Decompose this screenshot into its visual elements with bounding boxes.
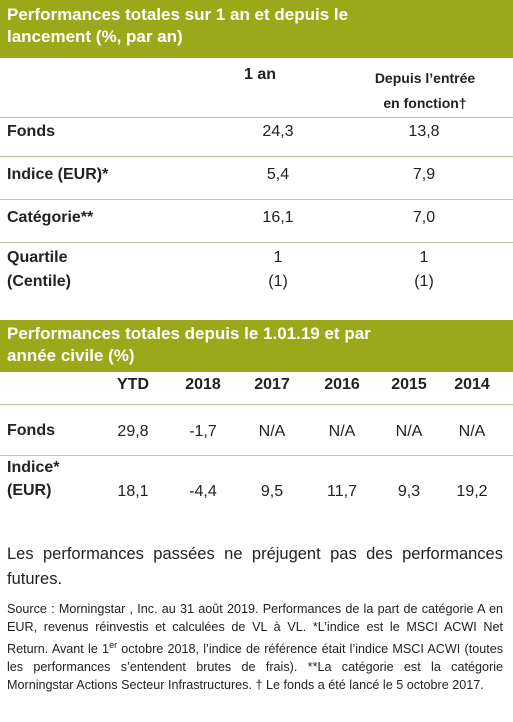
source-text-part2: octobre 2018, l’indice de référence étai…: [7, 642, 503, 693]
year-header: 2018: [185, 376, 221, 393]
row-value-1an: 24,3: [262, 123, 294, 140]
row-value-1an: 5,4: [266, 166, 290, 183]
table1-title-line2: lancement (%, par an): [7, 27, 183, 46]
source-superscript: er: [109, 640, 118, 650]
table2-title-band: Performances totales depuis le 1.01.19 e…: [0, 320, 513, 372]
year-value: 9,5: [260, 483, 284, 500]
row-value-depuis: 13,8: [408, 123, 440, 140]
divider: [0, 199, 513, 200]
row-label-line1: Indice*: [7, 459, 60, 476]
year-header: 2017: [254, 376, 290, 393]
col-header-depuis-line2: en fonction†: [383, 95, 467, 111]
year-header: 2014: [454, 376, 490, 393]
divider: [0, 404, 513, 405]
row-value-1an-line1: 1: [273, 249, 283, 266]
row-label: Fonds: [7, 422, 55, 439]
year-header: YTD: [117, 376, 149, 393]
row-label: Catégorie**: [7, 209, 94, 226]
year-header: 2016: [324, 376, 360, 393]
row-value-1an-line2: (1): [268, 273, 288, 290]
divider: [0, 117, 513, 118]
table2-title-line1: Performances totales depuis le 1.01.19 e…: [7, 324, 371, 343]
row-label: Indice (EUR)*: [7, 166, 109, 183]
row-label: Fonds: [7, 123, 55, 140]
row-label-line2: (EUR): [7, 482, 52, 499]
source-text-part1: Source : Morningstar , Inc. au 31 août 2…: [7, 602, 503, 657]
row-value-1an: 16,1: [262, 209, 294, 226]
source-note: Source : Morningstar , Inc. au 31 août 2…: [7, 600, 503, 694]
table2-title-line2: année civile (%): [7, 346, 135, 365]
col-header-depuis: Depuis l’entrée en fonction†: [355, 66, 495, 116]
year-value: 29,8: [117, 423, 149, 440]
col-header-depuis-line1: Depuis l’entrée: [374, 70, 476, 86]
row-value-depuis-line1: 1: [419, 249, 429, 266]
year-value: -4,4: [189, 483, 217, 500]
year-value: N/A: [395, 423, 423, 440]
table1-title-band: Performances totales sur 1 an et depuis …: [0, 0, 513, 58]
divider: [0, 156, 513, 157]
year-value: N/A: [258, 423, 286, 440]
col-header-1an: 1 an: [243, 66, 276, 83]
row-label-line1: Quartile: [7, 249, 68, 266]
row-value-depuis: 7,9: [412, 166, 436, 183]
disclaimer-text: Les performances passées ne préjugent pa…: [7, 545, 503, 588]
row-value-depuis: 7,0: [412, 209, 436, 226]
year-value: 18,1: [117, 483, 149, 500]
row-value-depuis-line2: (1): [414, 273, 434, 290]
year-value: -1,7: [189, 423, 217, 440]
year-value: N/A: [328, 423, 356, 440]
row-label-line2: (Centile): [7, 273, 71, 290]
year-value: 9,3: [397, 483, 421, 500]
divider: [0, 242, 513, 243]
year-header: 2015: [391, 376, 427, 393]
divider: [0, 455, 513, 456]
year-value: 19,2: [456, 483, 488, 500]
year-value: 11,7: [327, 483, 357, 500]
table1-title-line1: Performances totales sur 1 an et depuis …: [7, 5, 349, 24]
year-value: N/A: [458, 423, 486, 440]
